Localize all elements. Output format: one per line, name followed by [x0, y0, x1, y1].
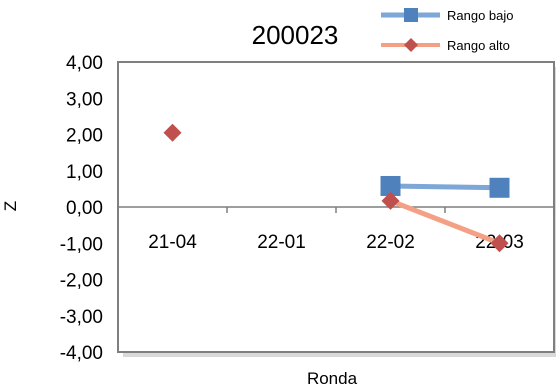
y-tick-label: 1,00 — [66, 162, 103, 183]
y-axis-ticks: 4,00 3,00 2,00 1,00 0,00 -1,00 -2,00 -3,00 -4,00 — [60, 53, 103, 364]
data-point-rango-alto — [381, 191, 400, 210]
x-tick-label: 22-01 — [257, 232, 306, 253]
legend-label-rango-bajo: Rango bajo — [447, 8, 514, 23]
series-line-rango-bajo — [388, 183, 502, 191]
legend-marker-rango-bajo — [404, 8, 418, 22]
data-point-rango-bajo — [380, 175, 401, 196]
data-point-rango-bajo — [489, 177, 510, 198]
y-tick-label: 0,00 — [66, 198, 103, 219]
series-line-rango-alto — [388, 198, 502, 246]
x-axis-title: Ronda — [307, 369, 358, 387]
legend-marker-rango-alto — [404, 38, 418, 52]
data-point-rango-alto — [163, 123, 182, 142]
legend: Rango bajo Rango alto — [381, 8, 514, 53]
y-tick-label: -1,00 — [60, 234, 103, 255]
chart-title: 200023 — [252, 20, 339, 50]
legend-label-rango-alto: Rango alto — [447, 38, 510, 53]
series-layer — [163, 123, 510, 253]
y-tick-label: -2,00 — [60, 271, 103, 292]
y-tick-label: 4,00 — [66, 53, 103, 74]
y-tick-label: 2,00 — [66, 126, 103, 147]
y-tick-label: 3,00 — [66, 89, 103, 110]
x-tick-label: 21-04 — [148, 232, 197, 253]
x-tick-label: 22-02 — [366, 232, 415, 253]
data-point-rango-alto — [490, 234, 509, 253]
y-axis-title: Z — [1, 201, 20, 211]
y-tick-label: -3,00 — [60, 307, 103, 328]
y-tick-label: -4,00 — [60, 343, 103, 364]
